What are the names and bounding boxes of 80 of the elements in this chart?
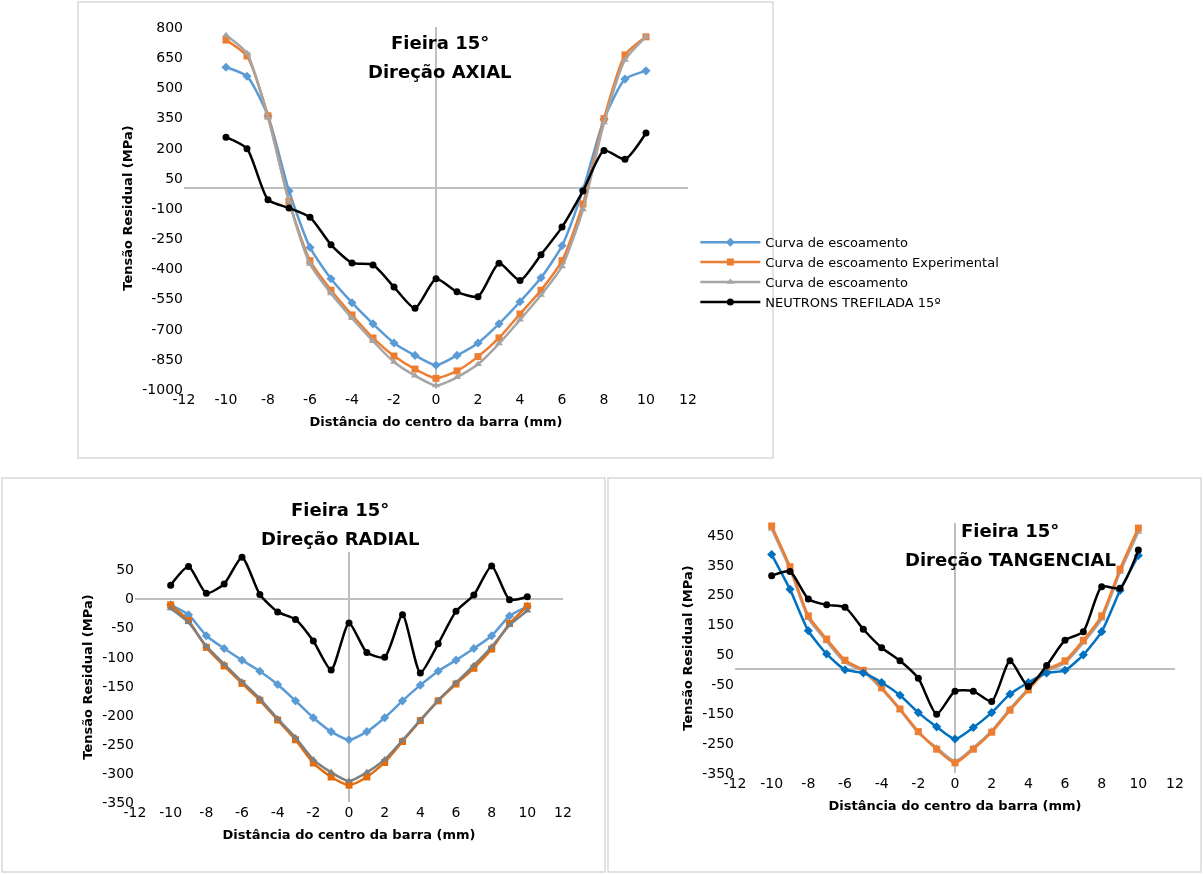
x-tick-label: -6 [838,775,853,791]
legend-label: Curva de escoamento [765,235,909,251]
y-tick-label: 650 [156,49,183,66]
y-tick-label: -200 [102,706,134,723]
x-tick-label: -6 [235,804,250,820]
x-tick-label: 10 [1129,775,1148,791]
y-axis-title: Tensão Residual (MPa) [120,125,136,291]
y-tick-label: 350 [156,109,183,126]
x-tick-label: 6 [451,804,461,820]
y-tick-label: 500 [156,79,183,96]
x-tick-label: -2 [911,775,926,791]
y-tick-label: 0 [125,590,134,607]
x-tick-label: -4 [270,804,285,820]
y-tick-label: -700 [151,320,183,337]
legend-label: Curva de escoamento Experimental [765,255,999,271]
y-tick-label: -300 [102,764,134,781]
y-tick-label: 450 [707,526,734,543]
y-tick-label: 50 [716,645,734,662]
y-axis-title: Tensão Residual (MPa) [680,565,696,731]
y-tick-label: -400 [151,260,183,277]
x-tick-label: 2 [380,804,390,820]
y-tick-label: 200 [156,139,183,156]
x-tick-label: -4 [345,391,360,407]
y-tick-label: 50 [116,561,134,578]
x-axis-title: Distância do centro da barra (mm) [309,413,563,429]
chart-title: Fieira 15° [391,32,490,53]
y-tick-label: -850 [151,350,183,367]
x-tick-label: 8 [1097,775,1107,791]
x-tick-label: 12 [679,391,697,407]
y-tick-label: -250 [151,230,183,247]
y-tick-label: -100 [151,199,183,216]
y-tick-label: 350 [707,556,734,573]
text: Direção AXIAL [368,61,512,82]
x-axis-title: Distância do centro da barra (mm) [222,826,476,842]
x-tick-label: 10 [518,804,537,820]
chart-title: Fieira 15° [291,499,390,520]
x-tick-label: 10 [637,391,655,407]
x-tick-label: -2 [306,804,321,820]
legend-label: Curva de escoamento [765,275,909,291]
x-tick-label: 6 [557,391,567,407]
x-tick-label: -10 [760,775,784,791]
x-tick-label: 2 [473,391,483,407]
y-tick-label: -250 [102,735,134,752]
x-tick-label: -2 [387,391,401,407]
x-axis-title: Distância do centro da barra (mm) [828,797,1082,813]
x-tick-label: -8 [199,804,214,820]
y-tick-label: -250 [702,735,734,752]
x-tick-label: -4 [874,775,889,791]
x-tick-label: 12 [554,804,572,820]
y-tick-label: 50 [165,169,183,186]
x-tick-label: 4 [415,804,425,820]
chart-title: Fieira 15° [961,520,1060,541]
x-tick-label: 8 [487,804,497,820]
y-axis-title: Tensão Residual (MPa) [80,594,96,760]
y-tick-label: 250 [707,586,734,603]
y-tick-label: -50 [111,619,134,636]
x-tick-label: -10 [159,804,183,820]
y-tick-label: -100 [102,648,134,665]
y-tick-label: 800 [156,18,183,35]
x-tick-label: -8 [261,391,275,407]
y-tick-label: -50 [711,675,734,692]
y-tick-label: -150 [102,677,134,694]
y-tick-label: -150 [702,705,734,722]
x-tick-label: 0 [344,804,354,820]
chart-subtitle: Direção RADIAL [261,528,420,549]
x-tick-label: 8 [599,391,609,407]
legend-label: NEUTRONS TREFILADA 15º [765,294,941,310]
x-tick-label: 4 [1023,775,1033,791]
y-tick-label: -550 [151,290,183,307]
text: Direção TANGENCIAL [905,549,1116,570]
x-tick-label: 4 [515,391,525,407]
x-tick-label: 2 [987,775,997,791]
x-tick-label: -6 [303,391,318,407]
x-tick-label: 0 [950,775,960,791]
x-tick-label: 0 [431,391,441,407]
x-tick-label: -10 [214,391,238,407]
y-tick-label: 150 [707,616,734,633]
x-tick-label: 6 [1060,775,1070,791]
x-tick-label: 12 [1166,775,1184,791]
x-tick-label: -8 [801,775,816,791]
